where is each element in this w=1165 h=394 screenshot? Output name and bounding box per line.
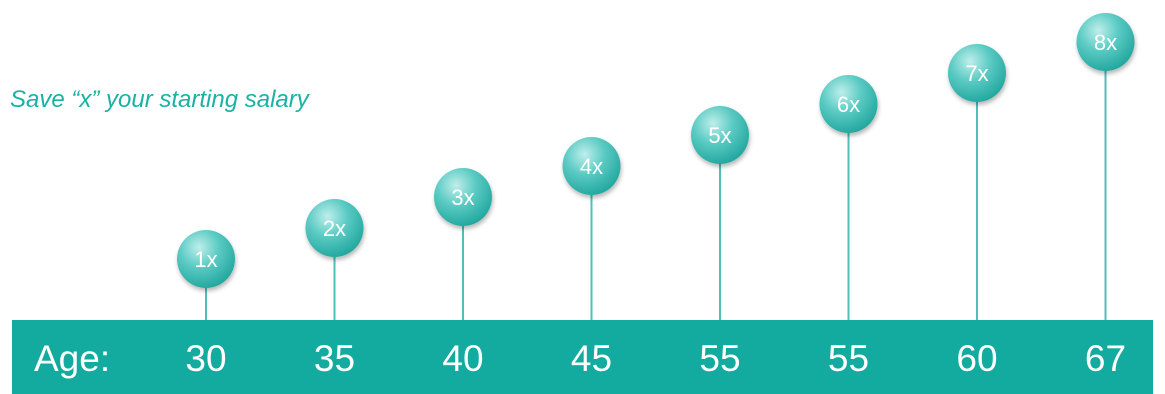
age-tick-label-6: 55 <box>827 338 870 379</box>
age-tick-label-2: 35 <box>313 338 356 379</box>
bubble-3 <box>434 168 492 226</box>
age-tick-label-3: 40 <box>442 338 484 379</box>
bubble-label-1: 1x <box>194 247 217 272</box>
bubble-8 <box>1076 13 1135 71</box>
bubble-7 <box>948 44 1006 102</box>
age-tick-label-5: 55 <box>699 338 741 379</box>
bubble-label-8: 8x <box>1094 30 1117 55</box>
bubble-label-4: 4x <box>580 154 603 179</box>
bubble-label-7: 7x <box>965 61 988 86</box>
age-tick-label-7: 60 <box>956 338 998 379</box>
bubble-4 <box>562 137 621 195</box>
bubble-label-3: 3x <box>451 185 474 210</box>
bubble-label-6: 6x <box>837 92 860 117</box>
bubble-5 <box>691 106 749 164</box>
age-axis-band <box>12 320 1153 394</box>
chart-subtitle: Save “x” your starting salary <box>10 86 309 113</box>
bubble-1 <box>177 230 235 288</box>
bubble-2 <box>305 199 364 257</box>
bubble-label-5: 5x <box>708 123 731 148</box>
age-tick-label-1: 30 <box>185 338 227 379</box>
age-tick-label-8: 67 <box>1084 338 1127 379</box>
age-tick-label-4: 45 <box>570 338 613 379</box>
bubble-label-2: 2x <box>323 216 346 241</box>
age-axis-title: Age: <box>34 338 111 379</box>
bubble-6 <box>819 75 878 133</box>
